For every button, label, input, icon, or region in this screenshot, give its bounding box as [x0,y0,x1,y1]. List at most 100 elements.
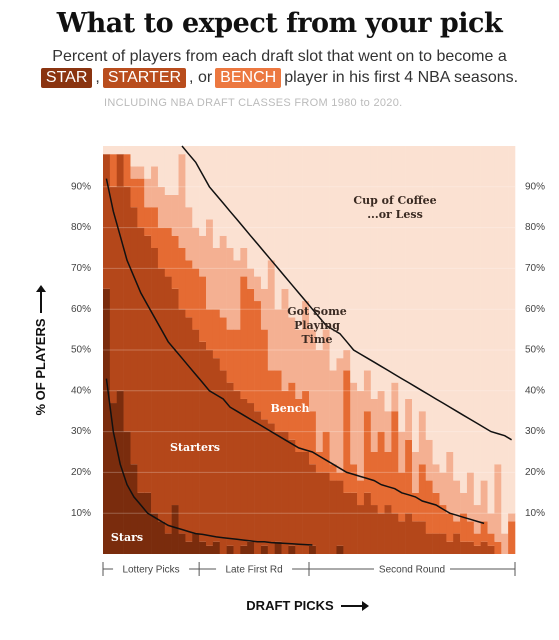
segment [199,235,207,277]
y-tick-label-right: 60% [525,304,545,315]
segment [357,390,365,481]
y-tick-label-right: 10% [525,508,545,519]
segment [109,186,118,404]
segment [199,146,207,236]
segment [267,260,275,371]
segment [391,513,399,554]
y-tick-label: 90% [71,181,91,192]
segment [466,521,475,542]
segment [302,301,310,391]
segment [412,492,420,522]
segment [219,370,227,554]
segment [185,317,193,542]
segment [123,186,131,432]
segment [363,370,372,412]
segment [178,154,186,248]
segment [254,411,262,554]
segment [212,248,221,310]
layer-label: Got Some Playing Time [287,305,347,346]
segment [425,439,433,481]
segment [267,370,275,424]
segment [309,411,317,465]
segment [192,268,200,330]
segment [212,309,221,359]
segment [480,480,488,522]
segment [247,146,255,269]
segment [247,268,255,289]
segment [384,411,392,452]
segment [226,329,234,383]
segment [171,288,179,506]
subtitle-text: player in his first 4 NBA seasons. [284,69,519,86]
segment [212,146,221,248]
segment [219,317,227,371]
segment [206,309,214,350]
segment [329,370,337,465]
segment [501,146,509,534]
segment [295,452,303,554]
segment [439,533,447,554]
section-label: Second Round [379,565,445,576]
segment [109,403,118,554]
y-tick-label-right: 80% [525,222,545,233]
segment [103,288,111,554]
segment [309,464,317,546]
segment [336,472,344,481]
segment [487,513,495,534]
y-tick-label-right: 90% [525,181,545,192]
segment [473,533,481,546]
segment [171,146,179,195]
segment [157,186,166,228]
section-label: Late First Rd [225,565,282,576]
y-tick-label: 30% [71,426,91,437]
segment [494,146,502,465]
segment [260,545,269,554]
segment [206,219,214,310]
segment [157,227,166,269]
section-label-bg [113,562,190,576]
y-tick-label: 40% [71,385,91,396]
segment [288,439,296,546]
segment [302,146,310,302]
segment [185,260,193,318]
segment [199,276,207,342]
segment [233,329,241,391]
y-tick-label-right: 30% [525,426,545,437]
segment [144,146,152,179]
segment [240,276,248,399]
segment [336,358,344,473]
layer-label: Stars [111,531,143,544]
segment [116,390,124,554]
segment [109,146,118,155]
segment [405,513,413,554]
segment [302,452,310,554]
segment [336,545,344,554]
segment [480,146,488,481]
segment [336,480,344,546]
segment [281,431,289,554]
segment [460,146,468,493]
segment [178,248,186,310]
segment [116,146,124,155]
segment [309,329,317,412]
segment [171,505,179,554]
segment [274,146,282,310]
segment [329,464,337,481]
segment [453,521,461,534]
segment [192,329,200,534]
segment [363,146,372,371]
segment [288,317,296,383]
segment [247,403,255,542]
segment [164,227,172,277]
x-arrow-head [362,601,369,611]
segment [226,382,234,546]
segment [212,358,221,542]
segment [137,227,145,493]
segment [508,146,516,514]
segment [260,146,269,289]
segment [164,146,172,195]
layer-label-line: Got Some [287,305,347,318]
trend-line [181,145,512,441]
segment [144,492,152,554]
